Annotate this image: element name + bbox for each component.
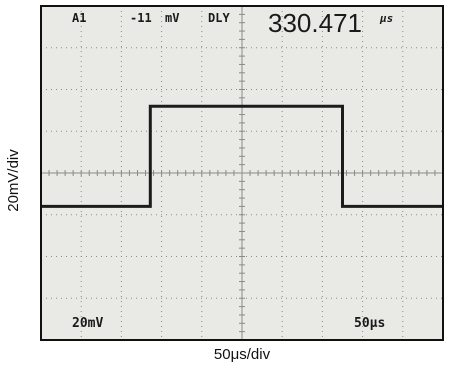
graticule	[41, 6, 443, 340]
delay-unit-readout: μs	[379, 12, 393, 25]
screen-frame	[40, 5, 444, 341]
trigger-level-unit: mV	[165, 11, 179, 25]
y-axis-label: 20mV/div	[4, 148, 22, 212]
x-axis-label: 50μs/div	[213, 346, 271, 363]
signal-trace	[41, 104, 443, 208]
timebase-readout: 50μs	[354, 316, 385, 331]
channel-readout: A1	[72, 11, 86, 25]
trigger-level-readout: -11	[130, 11, 152, 25]
volts-per-div-readout: 20mV	[72, 316, 103, 331]
delay-value-readout: 330.471	[268, 8, 362, 38]
delay-mode-readout: DLY	[208, 11, 230, 25]
